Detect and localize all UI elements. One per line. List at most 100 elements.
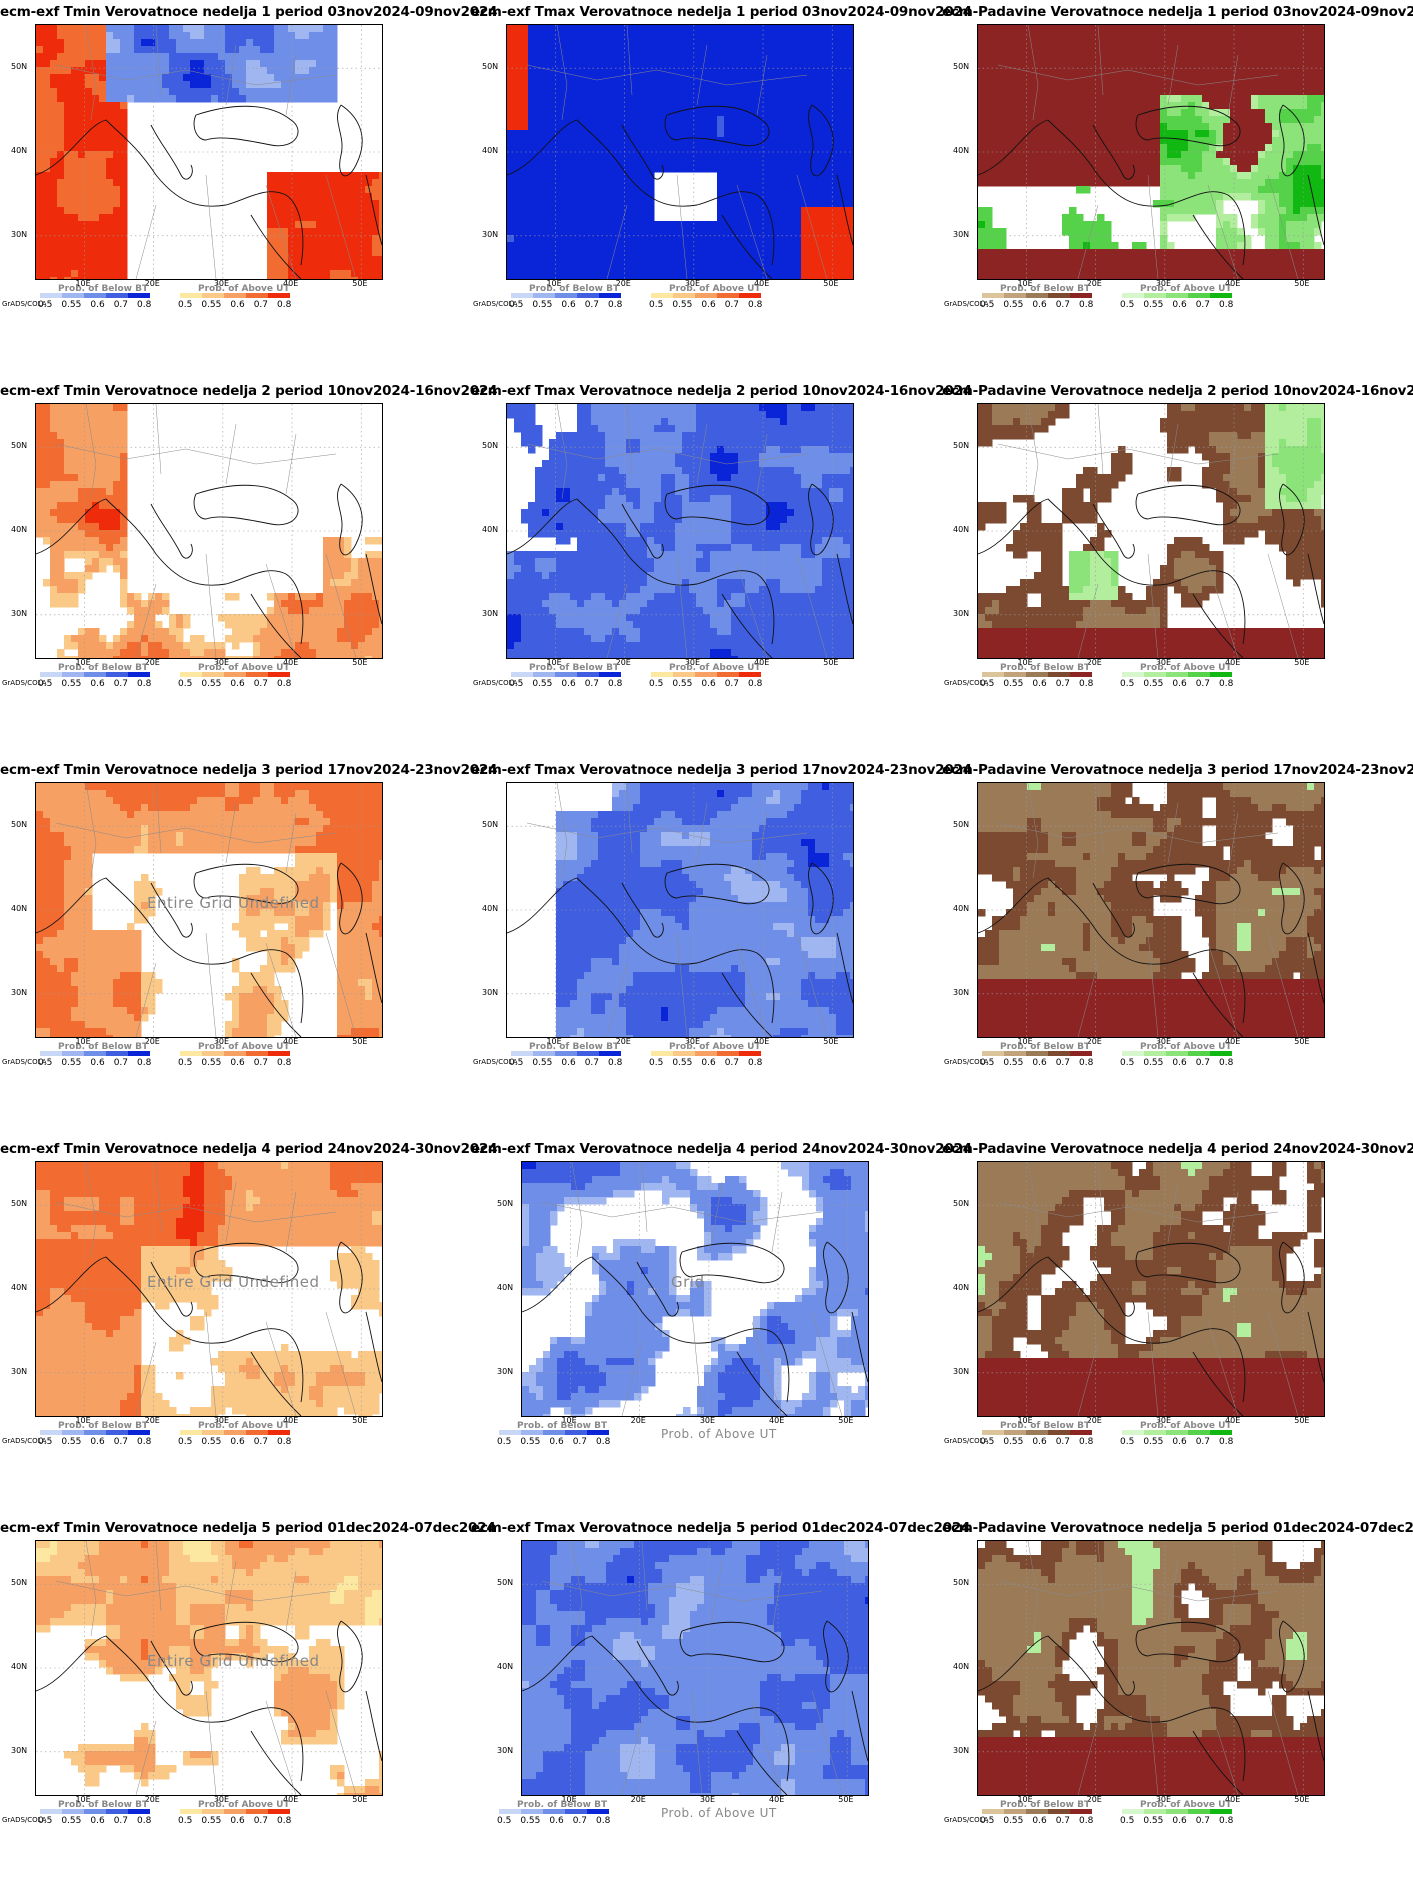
lon-tick-label: 40E	[283, 658, 298, 667]
below-legend-colorbar	[982, 672, 1092, 677]
map-canvas	[522, 1162, 868, 1416]
above-legend-colorbar	[180, 293, 290, 298]
legend-tick: 0.5	[980, 1816, 994, 1826]
map-frame	[506, 24, 854, 280]
map-canvas	[978, 404, 1324, 658]
lon-tick-label: 30E	[1156, 658, 1171, 667]
lat-tick-label: 50N	[497, 1578, 513, 1587]
map-panel: ecm-Padavine Verovatnoce nedelja 4 perio…	[942, 1137, 1413, 1516]
above-legend-ticks: 0.5 0.55 0.6 0.7 0.8	[649, 679, 771, 689]
lon-tick-label: 50E	[823, 658, 838, 667]
legend-tick: 0.6	[1172, 1058, 1186, 1068]
legend-tick: 0.7	[254, 1058, 268, 1068]
legend-tick: 0.55	[520, 1437, 540, 1447]
map-canvas	[507, 783, 853, 1037]
legend-tick: 0.8	[608, 1058, 622, 1068]
below-legend-ticks: 0.5 0.55 0.6 0.7 0.8	[509, 679, 631, 689]
lon-tick-label: 30E	[214, 1416, 229, 1425]
lon-tick-label: 30E	[214, 1795, 229, 1804]
map-frame	[977, 403, 1325, 659]
lon-tick-label: 40E	[1225, 658, 1240, 667]
legend-tick: 0.6	[1172, 1816, 1186, 1826]
lat-tick-label: 40N	[953, 1283, 969, 1292]
below-legend-colorbar	[511, 293, 621, 298]
lat-tick-label: 30N	[953, 1367, 969, 1376]
lat-tick-label: 50N	[482, 820, 498, 829]
legend-tick: 0.7	[573, 1437, 587, 1447]
lon-tick-label: 20E	[145, 658, 160, 667]
graticule	[36, 1162, 382, 1416]
coastlines	[36, 1241, 382, 1416]
lon-tick-label: 50E	[352, 1416, 367, 1425]
map-panel: ecm-Padavine Verovatnoce nedelja 3 perio…	[942, 758, 1413, 1137]
country-borders	[997, 25, 1299, 279]
lon-tick-label: 50E	[1294, 1416, 1309, 1425]
legend-tick: 0.7	[254, 1816, 268, 1826]
below-legend-colorbar	[40, 672, 150, 677]
below-legend-title: Prob. of Below BT	[58, 1421, 148, 1431]
above-legend-title: Prob. of Above UT	[1140, 1421, 1232, 1431]
lon-tick-label: 20E	[145, 1416, 160, 1425]
lon-tick-label: 20E	[616, 658, 631, 667]
lon-tick-label: 50E	[1294, 658, 1309, 667]
probability-field	[522, 1162, 868, 1416]
panel-title: ecm-exf Tmax Verovatnoce nedelja 3 perio…	[471, 762, 972, 778]
panel-title: ecm-Padavine Verovatnoce nedelja 5 perio…	[942, 1520, 1413, 1536]
legend-tick: 0.5	[1120, 1816, 1134, 1826]
probability-field	[978, 1162, 1324, 1416]
below-legend-ticks: 0.5 0.55 0.6 0.7 0.8	[38, 1816, 160, 1826]
panel-title: ecm-exf Tmax Verovatnoce nedelja 4 perio…	[471, 1141, 972, 1157]
lat-tick-label: 50N	[11, 820, 27, 829]
legend-tick: 0.8	[1219, 1816, 1233, 1826]
legend-tick: 0.7	[254, 1437, 268, 1447]
below-legend-colorbar	[982, 293, 1092, 298]
probability-field	[522, 1541, 868, 1795]
below-legend-ticks: 0.5 0.55 0.6 0.7 0.8	[980, 679, 1102, 689]
lon-tick-label: 40E	[1225, 1416, 1240, 1425]
lon-tick-label: 10E	[75, 658, 90, 667]
legend-tick: 0.7	[254, 679, 268, 689]
legend-tick: 0.7	[114, 1058, 128, 1068]
legend-tick: 0.55	[1003, 300, 1023, 310]
legend-tick: 0.6	[1172, 1437, 1186, 1447]
below-legend-ticks: 0.5 0.55 0.6 0.7 0.8	[980, 1058, 1102, 1068]
lon-tick-label: 10E	[561, 1795, 576, 1804]
undefined-notice: Entire Grid Undefined	[147, 894, 320, 912]
lat-tick-label: 50N	[953, 820, 969, 829]
map-panel: ecm-exf Tmin Verovatnoce nedelja 1 perio…	[0, 0, 498, 379]
lon-tick-label: 50E	[823, 1037, 838, 1046]
legend-tick: 0.7	[725, 1058, 739, 1068]
lat-tick-label: 40N	[11, 1662, 27, 1671]
country-borders	[526, 404, 828, 658]
map-frame	[35, 1540, 383, 1796]
above-legend-colorbar	[1122, 1809, 1232, 1814]
legend-tick: 0.6	[701, 1058, 715, 1068]
legend-tick: 0.55	[1143, 300, 1163, 310]
lon-tick-label: 40E	[769, 1795, 784, 1804]
lon-tick-label: 50E	[352, 1037, 367, 1046]
legend-tick: 0.5	[509, 679, 523, 689]
legend-tick: 0.8	[1079, 679, 1093, 689]
below-legend-title: Prob. of Below BT	[529, 663, 619, 673]
legend-tick: 0.55	[1143, 1058, 1163, 1068]
legend-tick: 0.6	[90, 1058, 104, 1068]
lon-tick-label: 30E	[1156, 1795, 1171, 1804]
above-legend-ticks: 0.5 0.55 0.6 0.7 0.8	[1120, 300, 1242, 310]
above-legend-title: Prob. of Above UT	[198, 1800, 290, 1810]
legend-tick: 0.6	[230, 300, 244, 310]
lon-tick-label: 30E	[685, 1037, 700, 1046]
coastlines	[36, 104, 382, 279]
legend-tick: 0.55	[532, 1058, 552, 1068]
coastlines	[507, 862, 853, 1037]
lon-tick-label: 40E	[754, 658, 769, 667]
above-legend-colorbar	[180, 1430, 290, 1435]
lat-tick-label: 40N	[11, 146, 27, 155]
map-canvas	[507, 404, 853, 658]
above-legend-title: Prob. of Above UT	[669, 284, 761, 294]
legend-tick: 0.7	[1196, 679, 1210, 689]
lat-tick-label: 50N	[953, 1199, 969, 1208]
below-legend-colorbar	[40, 1809, 150, 1814]
probability-field	[507, 25, 853, 279]
panel-title: ecm-Padavine Verovatnoce nedelja 4 perio…	[942, 1141, 1413, 1157]
lon-tick-label: 20E	[1087, 1416, 1102, 1425]
